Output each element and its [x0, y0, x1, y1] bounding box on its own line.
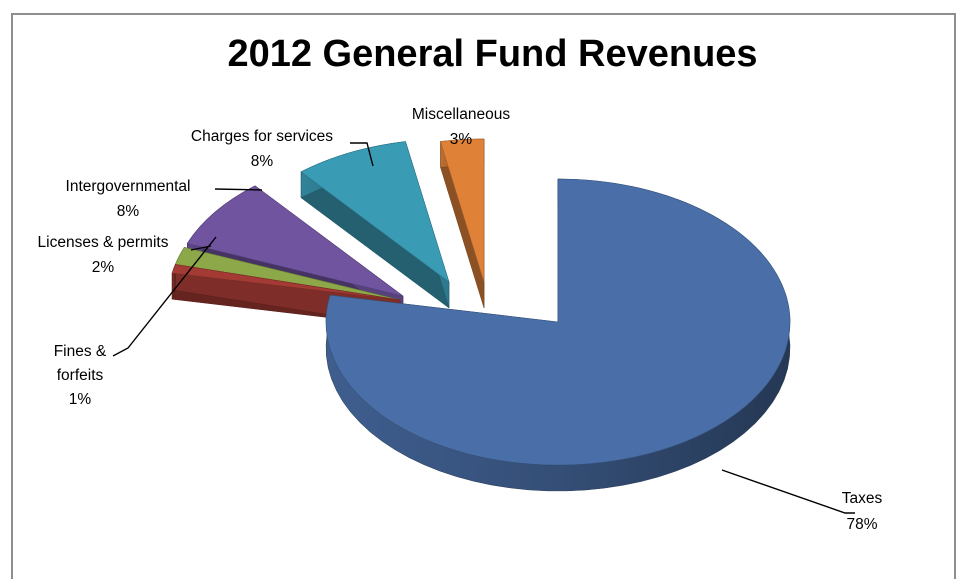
slice-value-label: 78% [846, 516, 877, 533]
slices-layer [171, 138, 791, 492]
slice-label-text: Charges for services [191, 128, 333, 145]
slice-label-text: Miscellaneous [412, 106, 510, 123]
slice-label-text: Taxes [842, 490, 883, 507]
leader-lines [112, 142, 855, 514]
label-licenses-and-permits: Licenses & permits 2% [38, 234, 169, 276]
slice-top-face [300, 141, 450, 283]
leader-line-fines-and-forfeits [112, 236, 217, 357]
pie-slice-taxes [325, 178, 791, 492]
slice-label-text: Licenses & permits [38, 234, 169, 251]
slice-value-label: 2% [92, 259, 115, 276]
label-taxes: Taxes 78% [842, 490, 883, 533]
pie-slice-charges-for-services [300, 141, 450, 309]
leader-line-licenses-and-permits [190, 245, 212, 251]
leader-line-taxes [721, 469, 855, 514]
chart-title: 2012 General Fund Revenues [227, 33, 758, 75]
label-fines-and-forfeits: Fines & forfeits 1% [54, 343, 107, 408]
label-miscellaneous: Miscellaneous 3% [412, 106, 510, 148]
slice-labels: Taxes 78% Fines & forfeits 1% Licenses & perm… [38, 106, 883, 533]
pie-slice-miscellaneous [440, 138, 485, 309]
slice-value-label: 3% [450, 131, 473, 148]
slice-top-face [186, 185, 404, 297]
leader-line-charges-for-services [350, 142, 374, 167]
label-charges-for-services: Charges for services 8% [191, 128, 333, 170]
slice-top-face [171, 264, 401, 301]
leader-line-intergovernmental [214, 188, 263, 191]
slice-label-text: forfeits [57, 367, 104, 384]
slice-top-face [440, 138, 485, 283]
slice-value-label: 1% [69, 391, 92, 408]
slice-value-label: 8% [117, 203, 140, 220]
slice-label-text: Fines & [54, 343, 107, 360]
label-intergovernmental: Intergovernmental 8% [66, 178, 191, 220]
slice-label-text: Intergovernmental [66, 178, 191, 195]
slice-value-label: 8% [251, 153, 274, 170]
slice-top-face [325, 178, 791, 466]
